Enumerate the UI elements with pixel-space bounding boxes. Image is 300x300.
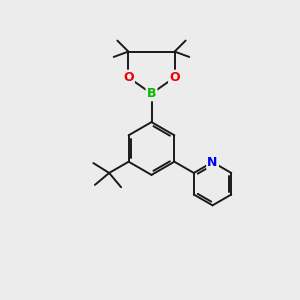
Text: O: O [169,71,180,84]
Text: O: O [123,71,134,84]
Text: N: N [207,156,218,169]
Text: B: B [147,87,156,100]
